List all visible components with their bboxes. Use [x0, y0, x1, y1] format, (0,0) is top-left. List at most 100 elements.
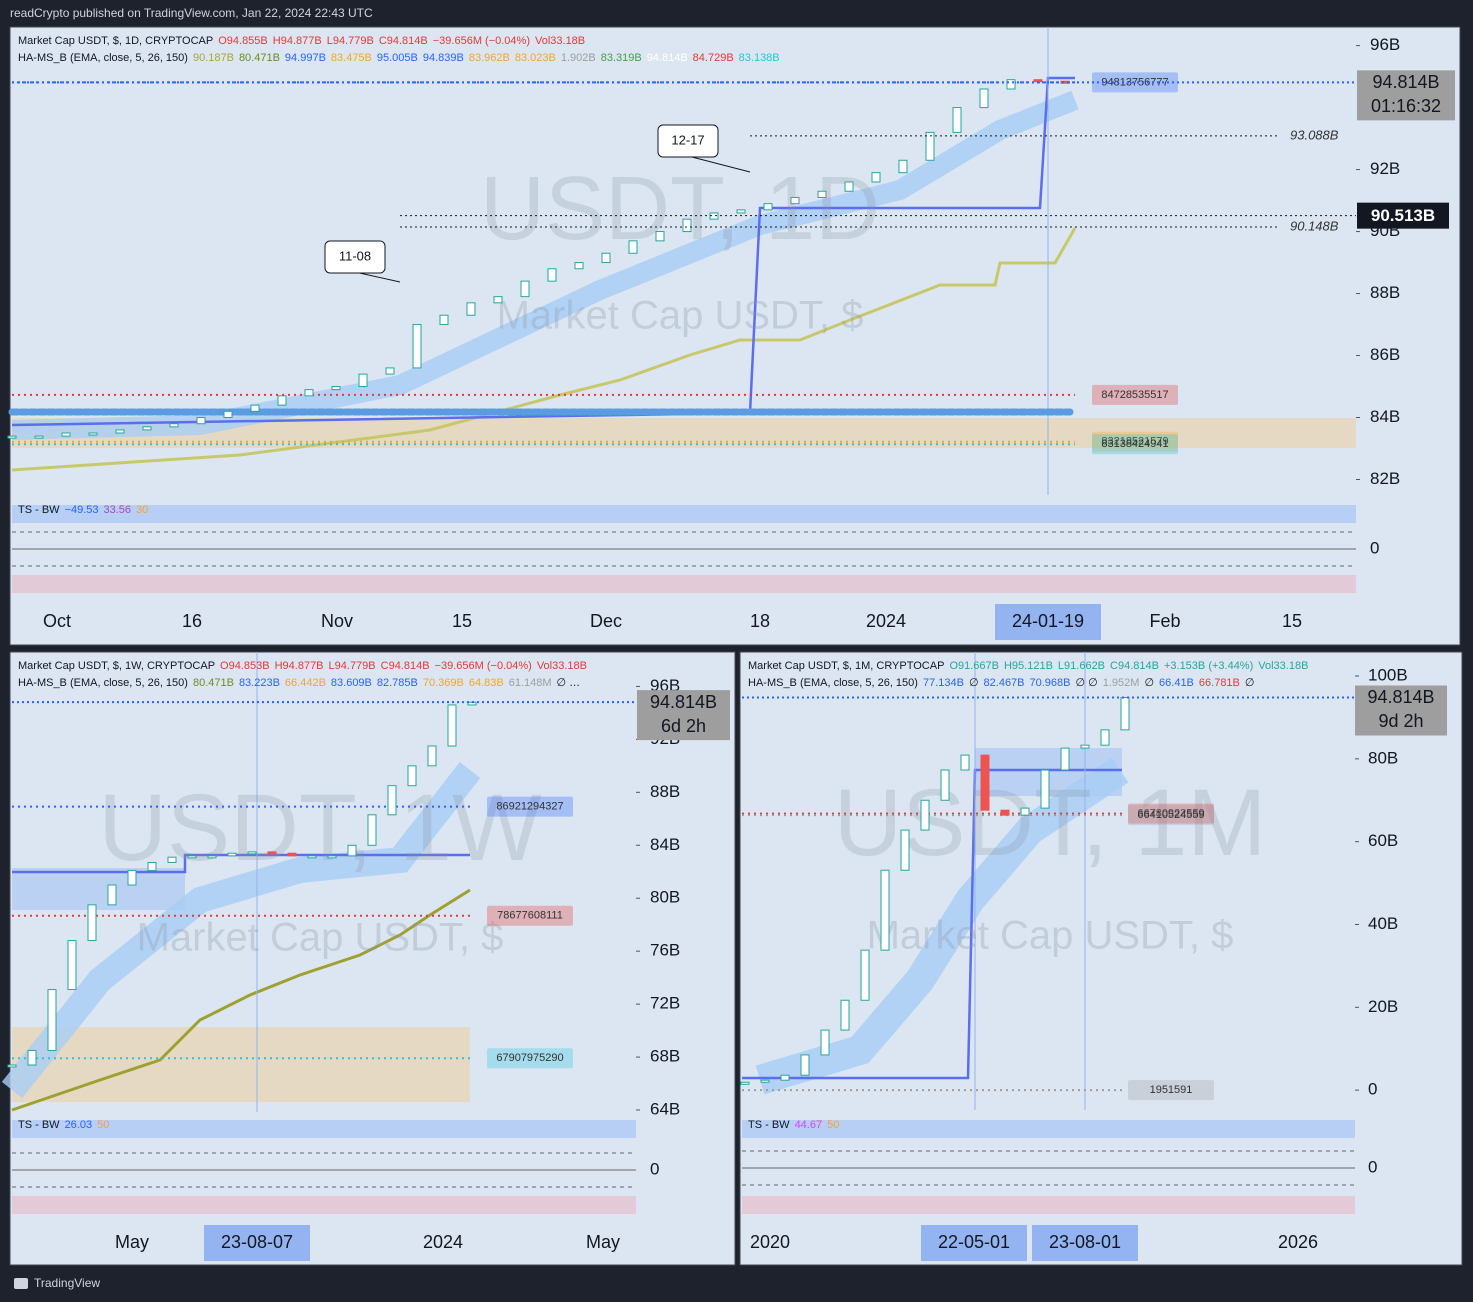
- osc-band-bottom: [12, 575, 1356, 593]
- ema-ribbon: [11, 90, 1079, 440]
- candle: [207, 855, 217, 859]
- candle: [871, 172, 881, 183]
- legend-item: 66.41B: [1159, 677, 1194, 689]
- candle: [412, 324, 422, 369]
- candle: [367, 814, 377, 846]
- candle: [147, 861, 157, 871]
- step-line: [12, 853, 470, 874]
- osc-legend-item: 26.03: [65, 1119, 93, 1131]
- candle: [1006, 79, 1016, 90]
- osc-band-bottom: [12, 1196, 636, 1214]
- countdown: 01:16:32: [1371, 96, 1441, 116]
- legend-line: Market Cap USDT, $, 1W, CRYPTOCAP O94.853…: [18, 660, 587, 672]
- legend-item: 82.467B: [984, 677, 1025, 689]
- legend-item: O94.853B: [220, 660, 270, 672]
- cursor-label: 24-01-19: [1012, 611, 1084, 631]
- time-label: 18: [750, 611, 770, 631]
- candle: [900, 829, 910, 871]
- time-label: May: [586, 1232, 620, 1252]
- price-tick-label: 80B: [650, 888, 680, 907]
- level-chip: [1092, 384, 1178, 405]
- candle: [250, 404, 260, 412]
- level-label: 66410524559: [1137, 809, 1204, 821]
- time-label: 16: [182, 611, 202, 631]
- legend-item: 84.729B: [693, 52, 734, 64]
- candle: [407, 765, 417, 787]
- legend-item: L94.779B: [327, 35, 374, 47]
- level-label: 67907975290: [496, 1052, 563, 1064]
- candle: [196, 417, 206, 425]
- candle: [107, 884, 117, 906]
- level-chip: [1092, 434, 1178, 455]
- legend-item: Market Cap USDT, $, 1D, CRYPTOCAP: [18, 35, 213, 47]
- candle: [655, 231, 665, 242]
- time-label: Nov: [321, 611, 353, 631]
- price-tick-label: 86B: [1370, 345, 1400, 364]
- level-chip: [1128, 803, 1214, 824]
- legend-item: 83.138B: [739, 52, 780, 64]
- last-price-box: [637, 690, 730, 741]
- marker-label: 93.088B: [1290, 127, 1339, 142]
- legend-item: Market Cap USDT, $, 1W, CRYPTOCAP: [18, 660, 215, 672]
- legend-item: 70.968B: [1030, 677, 1071, 689]
- osc-legend-item: −49.53: [65, 504, 99, 516]
- legend-line: Market Cap USDT, $, 1M, CRYPTOCAP O91.667…: [748, 660, 1308, 672]
- level-chip: [1092, 431, 1178, 452]
- candle: [47, 989, 57, 1051]
- osc-legend: TS - BW 44.67 50: [748, 1119, 839, 1131]
- candle: [547, 268, 557, 282]
- legend-item: 1.952M: [1103, 677, 1140, 689]
- candle: [1100, 729, 1110, 746]
- osc-band-top: [12, 505, 1356, 523]
- price-tick-label: 76B: [650, 941, 680, 960]
- candle: [780, 1074, 790, 1081]
- price-tick-label: 84B: [650, 835, 680, 854]
- candle: [760, 1079, 770, 1083]
- legend-item: 61.148M: [509, 677, 552, 689]
- candle: [1040, 769, 1050, 809]
- level-label: 1951591: [1150, 1084, 1193, 1096]
- level-chip: [1092, 72, 1178, 93]
- callout-box: [657, 124, 719, 158]
- level-label: 66780922559: [1137, 807, 1204, 819]
- level-label: 78677608111: [497, 910, 563, 922]
- legend-item: ∅: [969, 677, 979, 689]
- candle: [898, 159, 908, 174]
- candle: [115, 429, 125, 434]
- legend-item: ∅ ∅: [1076, 677, 1098, 689]
- candle: [223, 410, 233, 419]
- last-price-label: 94.814B: [1372, 72, 1439, 92]
- cursor-label: 23-08-01: [1049, 1232, 1121, 1252]
- highlight-box: [1357, 202, 1449, 229]
- legend-item: 83.223B: [239, 677, 280, 689]
- cursor-label: 22-05-01: [938, 1232, 1010, 1252]
- osc-legend-item: 30: [136, 504, 148, 516]
- legend-item: H95.121B: [1004, 660, 1053, 672]
- price-tick-label: 84B: [1370, 407, 1400, 426]
- ema-ribbon: [755, 757, 1129, 1095]
- legend-item: 80.471B: [193, 677, 234, 689]
- candle: [736, 209, 746, 214]
- orange-zone: [12, 1027, 470, 1102]
- candle: [227, 852, 237, 857]
- time-label: 2026: [1278, 1232, 1318, 1252]
- candle: [960, 754, 970, 771]
- candle: [167, 856, 177, 863]
- osc-legend-item: TS - BW: [748, 1119, 790, 1131]
- candle: [247, 851, 257, 855]
- candle: [67, 940, 77, 991]
- time-label: Dec: [590, 611, 622, 631]
- legend-item: 95.005B: [377, 52, 418, 64]
- highlight-label: 90.513B: [1371, 206, 1435, 225]
- level-chip: [487, 1048, 573, 1069]
- candle: [267, 851, 277, 855]
- candle: [952, 107, 962, 133]
- brand-logo: [14, 1278, 28, 1289]
- publish-header: readCrypto published on TradingView.com,…: [10, 6, 373, 20]
- cursor-chip: [1032, 1225, 1138, 1261]
- candle: [304, 389, 314, 397]
- candle: [439, 314, 449, 326]
- last-price-label: 94.814B: [650, 692, 717, 712]
- legend-item: 83.475B: [331, 52, 372, 64]
